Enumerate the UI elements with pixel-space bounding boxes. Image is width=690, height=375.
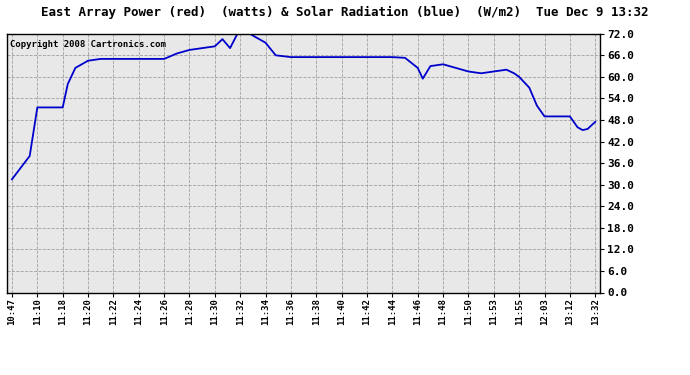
Text: Copyright 2008 Cartronics.com: Copyright 2008 Cartronics.com: [10, 40, 166, 49]
Text: East Array Power (red)  (watts) & Solar Radiation (blue)  (W/m2)  Tue Dec 9 13:3: East Array Power (red) (watts) & Solar R…: [41, 6, 649, 19]
